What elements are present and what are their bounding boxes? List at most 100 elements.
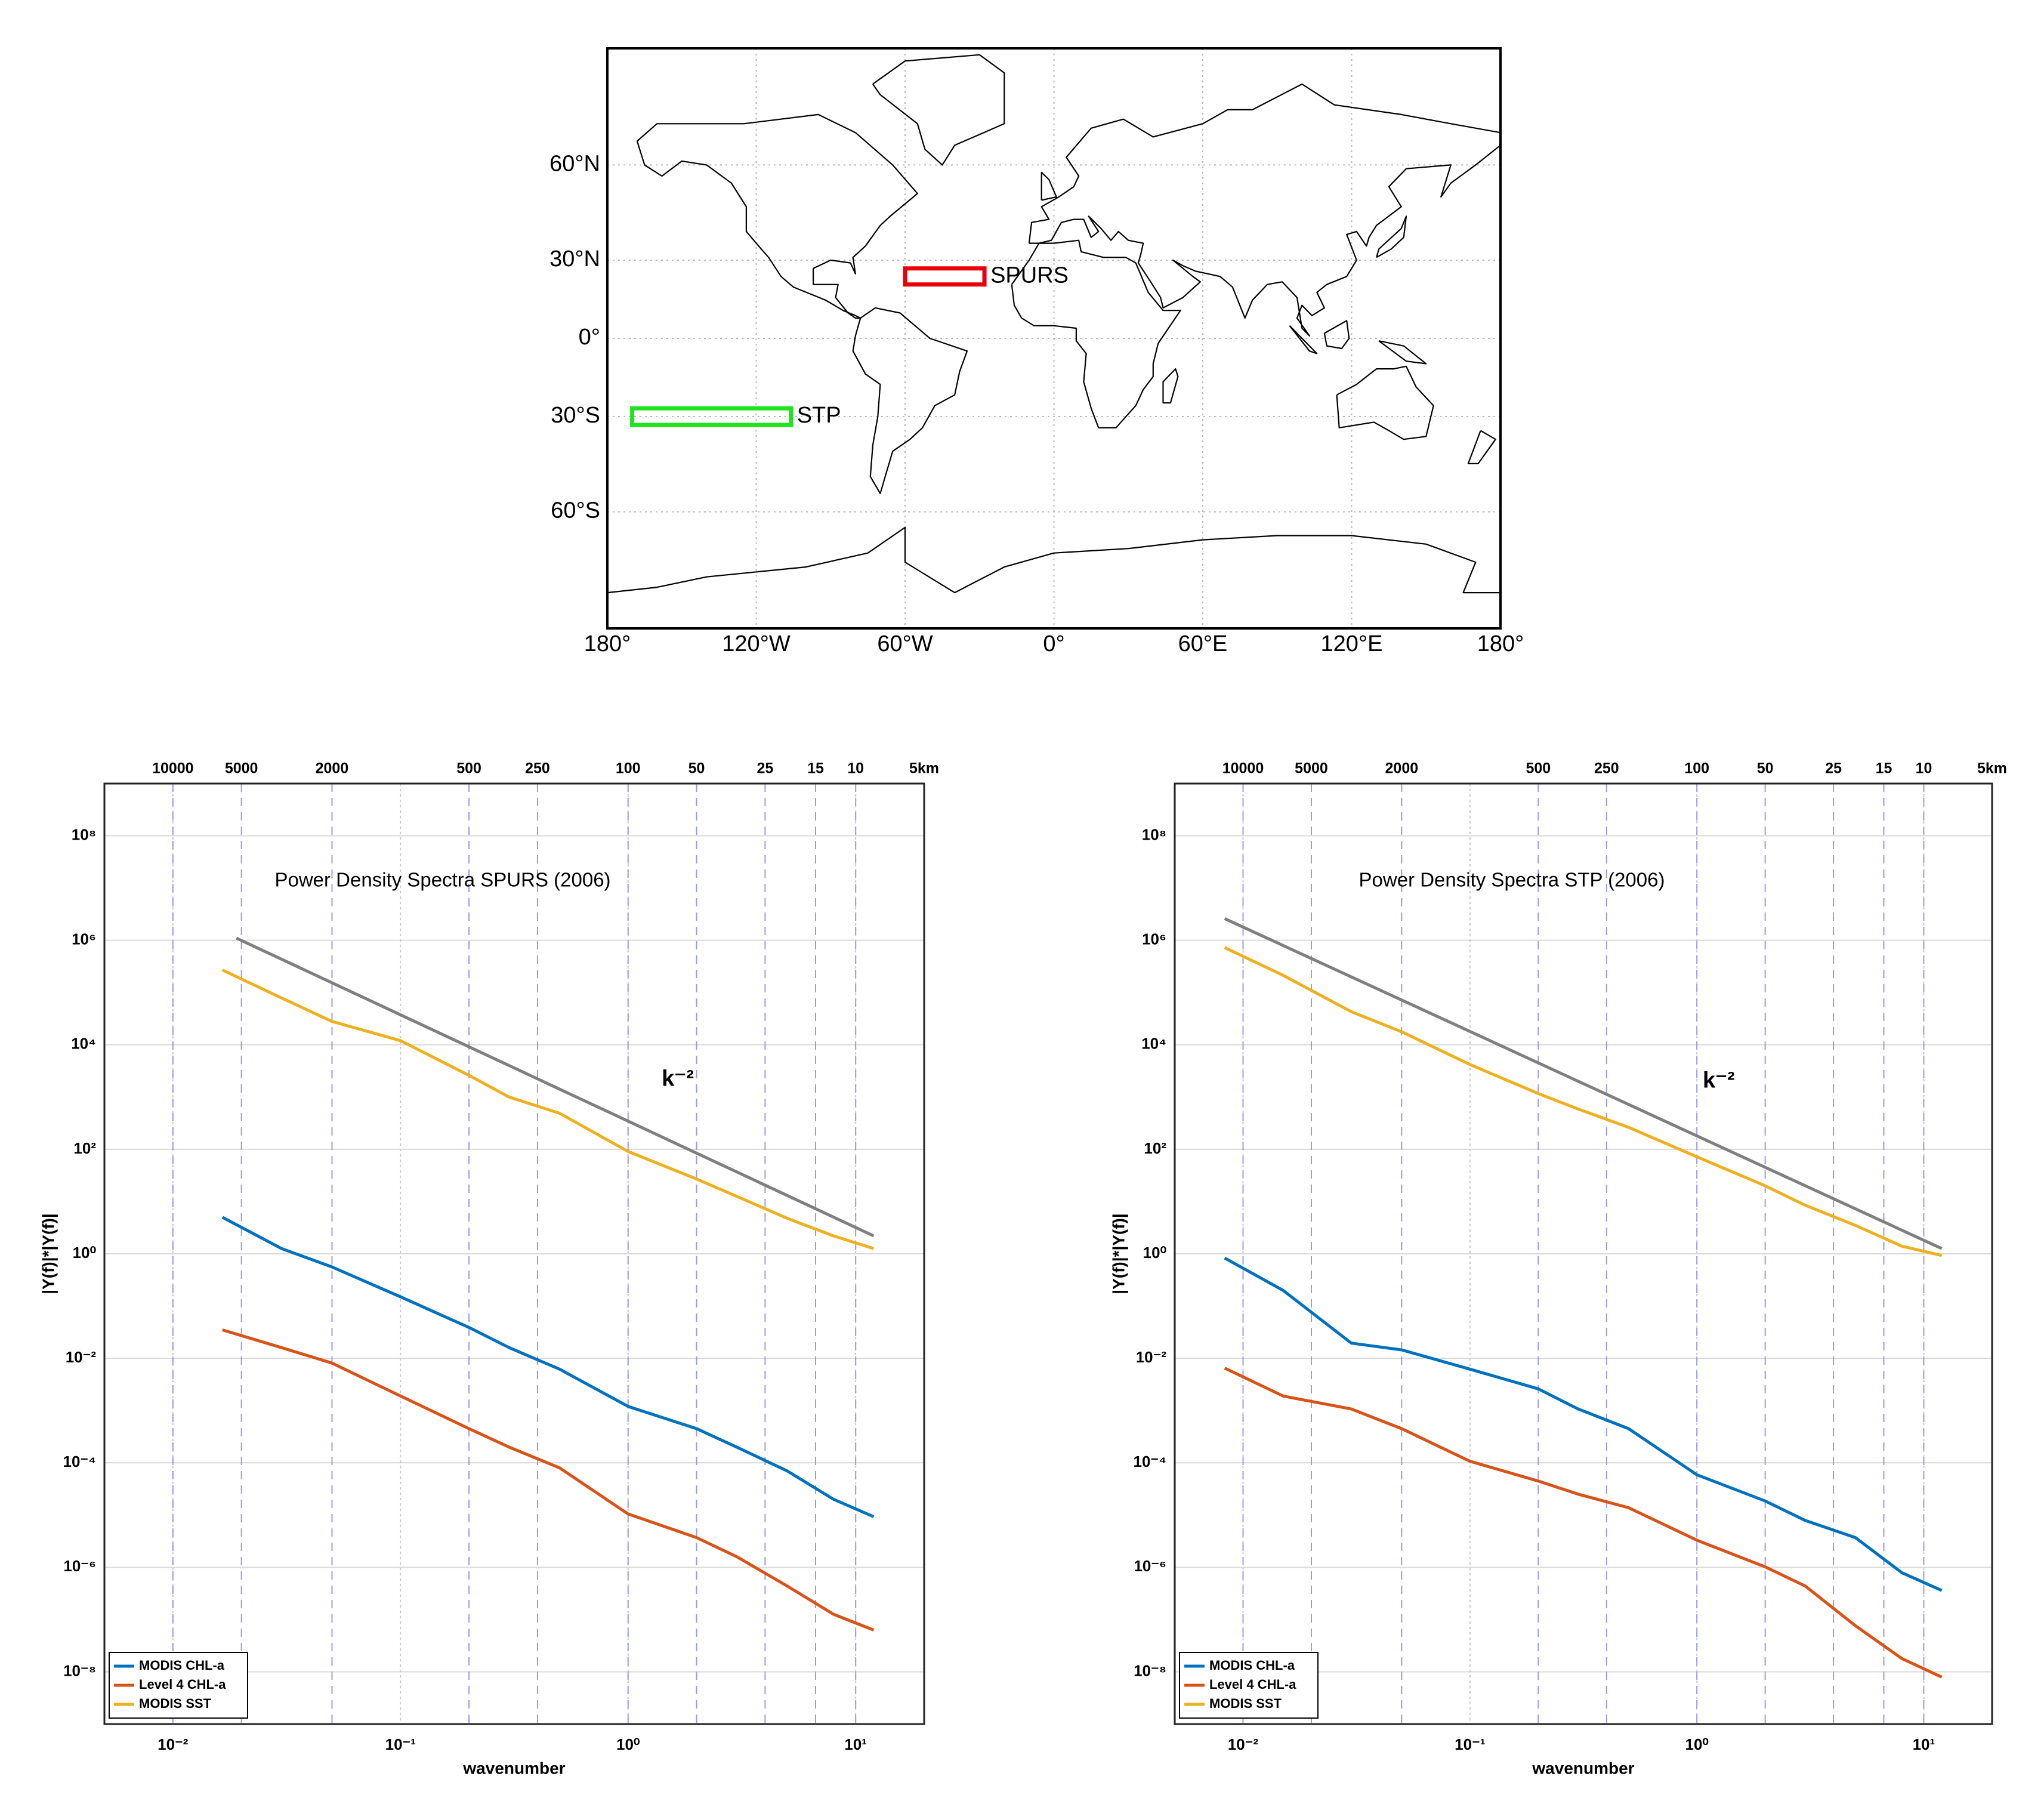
map-area: 180° 120°W 60°W 0° 60°E 120°E 180° 60°S 30°S 0° 30… (549, 47, 1524, 656)
km-tick-label: 5000 (225, 760, 258, 777)
km-tick-label: 500 (456, 760, 481, 777)
y-tick-label: 10⁶ (72, 930, 96, 948)
coastline (1028, 83, 1500, 337)
reference-label: k⁻² (1703, 1068, 1735, 1093)
y-tick-label: 10⁻⁶ (63, 1557, 96, 1575)
y-tick-label: 10⁻⁴ (63, 1453, 96, 1470)
coastline (636, 113, 918, 319)
coastline (1467, 430, 1496, 464)
km-tick-label: 500 (1526, 760, 1551, 777)
legend-label: Level 4 CHL-a (1209, 1677, 1296, 1692)
x-tick-label: 0° (1043, 631, 1064, 656)
coastlines (607, 54, 1500, 628)
km-tick-label: 50 (688, 760, 705, 777)
map-frame (606, 47, 1502, 630)
x-tick-label: 10⁻¹ (385, 1735, 416, 1753)
x-tick-label: 10⁻¹ (1455, 1735, 1485, 1753)
x-tick-label: 10¹ (844, 1735, 867, 1753)
y-tick-label: 10⁸ (1142, 825, 1166, 843)
km-tick-label: 2000 (316, 760, 349, 777)
spectrum-panel: 10⁻⁸ 10⁻⁶ 10⁻⁴ 10⁻² 10⁰ 10² 10⁴ 10⁶ 10⁸ 10⁻² 10⁻¹ 1… (1109, 760, 2007, 1778)
series-line (1224, 1367, 1943, 1679)
coastline (1011, 239, 1181, 428)
legend-label: MODIS CHL-a (1209, 1658, 1295, 1673)
x-tick-label: 120°E (1321, 631, 1383, 656)
km-tick-label: 25 (1825, 760, 1842, 777)
y-tick-label: 10² (1144, 1139, 1166, 1157)
coastline (1162, 368, 1179, 404)
y-tick-label: 10⁻⁴ (1133, 1453, 1166, 1470)
legend-label: MODIS SST (139, 1696, 212, 1711)
y-tick-label: 0° (579, 325, 600, 350)
km-tick-label: 100 (1684, 760, 1709, 777)
y-tick-label: 10⁰ (73, 1244, 96, 1262)
y-axis-label: |Y(f)|*|Y(f)| (39, 1213, 57, 1294)
coastline (1376, 215, 1407, 258)
km-tick-label: 10 (847, 760, 864, 777)
y-tick-label: 60°N (549, 151, 600, 176)
x-axis-label: wavenumber (1532, 1759, 1634, 1777)
spectrum-panel: 10⁻⁸ 10⁻⁶ 10⁻⁴ 10⁻² 10⁰ 10² 10⁴ 10⁶ 10⁸ 10⁻² 10⁻¹ 1… (39, 760, 939, 1778)
y-tick-label: 10⁻² (66, 1348, 97, 1366)
legend-label: Level 4 CHL-a (139, 1677, 226, 1692)
coastline (1040, 171, 1057, 201)
x-tick-label: 10⁻² (1228, 1735, 1259, 1753)
series-line (1224, 1256, 1943, 1592)
y-tick-label: 10⁻⁸ (63, 1661, 96, 1679)
reference-line (236, 936, 875, 1238)
y-tick-label: 10⁰ (1143, 1244, 1166, 1262)
y-tick-label: 10⁴ (71, 1035, 96, 1053)
km-tick-label: 2000 (1385, 760, 1419, 777)
region-box (903, 266, 987, 287)
reference-label: k⁻² (662, 1066, 694, 1091)
km-tick-label: 10 (1916, 760, 1932, 777)
x-tick-label: 10⁻² (158, 1735, 189, 1753)
y-tick-label: 10⁻⁸ (1134, 1661, 1166, 1679)
x-tick-label: 10⁰ (1685, 1735, 1708, 1753)
series-line (222, 1328, 875, 1632)
y-axis-label: |Y(f)|*|Y(f)| (1109, 1213, 1128, 1294)
km-tick-label: 250 (525, 760, 550, 777)
y-tick-label: 10² (73, 1139, 96, 1157)
y-tick-label: 60°S (551, 498, 600, 523)
km-tick-label: 250 (1594, 760, 1619, 777)
km-tick-label: 5000 (1295, 760, 1328, 777)
y-tick-label: 10⁸ (72, 825, 96, 843)
km-tick-label: 50 (1757, 760, 1774, 777)
region-label: SPURS (990, 263, 1069, 288)
coastline (852, 307, 968, 495)
y-tick-label: 30°S (551, 403, 600, 428)
series-line (221, 1216, 875, 1518)
legend-label: MODIS SST (1209, 1696, 1282, 1711)
coastline (1323, 320, 1350, 350)
km-tick-label: 15 (1876, 760, 1892, 777)
x-tick-label: 180° (1477, 631, 1524, 656)
y-tick-label: 30°N (549, 246, 600, 272)
y-tick-label: 10⁶ (1142, 930, 1166, 948)
chart-title: Power Density Spectra STP (2006) (1359, 869, 1665, 891)
km-tick-label: 25 (757, 760, 773, 777)
x-tick-label: 60°E (1178, 631, 1228, 656)
plot-frame (103, 782, 925, 1725)
y-tick-label: 10⁻² (1136, 1348, 1167, 1366)
region-label: STP (797, 403, 841, 428)
km-tick-label: 15 (807, 760, 824, 777)
coastline (1289, 325, 1318, 354)
coastline (1378, 340, 1427, 365)
x-tick-label: 180° (584, 631, 631, 656)
plot-frame (1174, 782, 1993, 1725)
series-line (1224, 946, 1943, 1257)
y-tick-label: 10⁴ (1141, 1035, 1166, 1053)
reference-line (1224, 917, 1943, 1250)
region-box (630, 406, 793, 427)
coastline (607, 526, 1500, 628)
km-tick-label: 5km (909, 760, 939, 777)
x-tick-label: 60°W (877, 631, 933, 656)
series-line (221, 969, 875, 1250)
legend-label: MODIS CHL-a (139, 1658, 225, 1673)
km-tick-label: 10000 (152, 760, 194, 777)
coastline (872, 54, 1005, 166)
y-tick-label: 10⁻⁶ (1134, 1557, 1166, 1575)
